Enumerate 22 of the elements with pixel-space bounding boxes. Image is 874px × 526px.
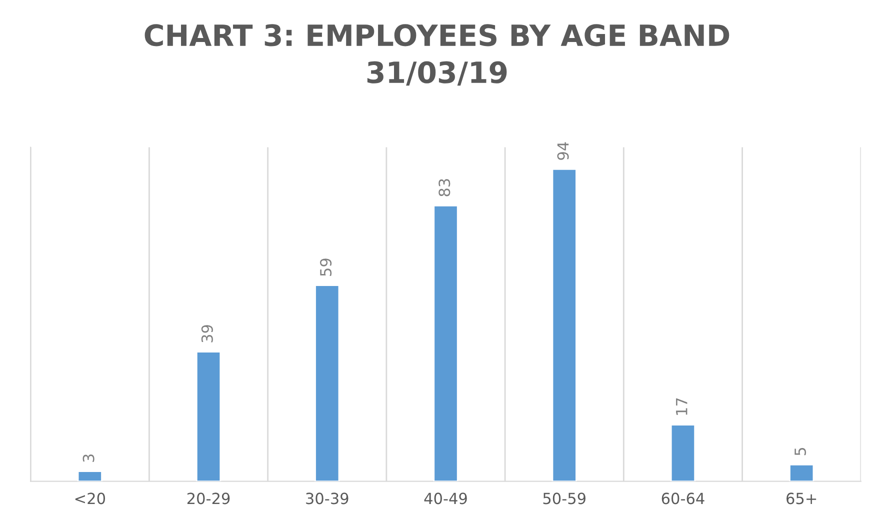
data-label: 5: [794, 448, 806, 456]
x-tick-label: 50-59: [543, 492, 586, 504]
x-tick-label: <20: [75, 492, 106, 504]
data-label: 3: [82, 454, 94, 462]
bar: [196, 351, 222, 482]
x-tick-label: 20-29: [187, 492, 230, 504]
chart-title: CHART 3: EMPLOYEES BY AGE BAND 31/03/19: [144, 24, 730, 86]
bar: [433, 204, 458, 482]
x-tick-label: 65+: [786, 492, 816, 504]
data-label: 83: [438, 179, 450, 196]
bar: [552, 168, 577, 482]
x-tick-label: 60-64: [662, 492, 704, 504]
x-tick-label: 30-39: [306, 492, 348, 504]
data-label: 94: [557, 142, 569, 160]
bar: [670, 424, 696, 482]
data-label: 17: [676, 398, 688, 415]
x-tick-label: 40-49: [424, 492, 467, 504]
bar: [314, 284, 340, 482]
data-label: 39: [201, 325, 213, 342]
data-label: 59: [320, 258, 332, 276]
bar: [789, 464, 814, 482]
bar: [77, 470, 102, 482]
